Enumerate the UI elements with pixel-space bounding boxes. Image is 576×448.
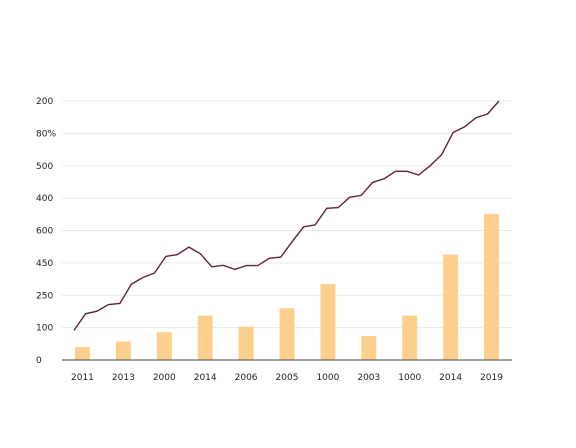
x-tick-label: 1000: [398, 373, 421, 383]
bar: [115, 341, 131, 360]
y-tick-label: 400: [36, 194, 53, 204]
bar: [238, 326, 254, 360]
x-axis-tick-labels: 2011 2013 2000 2014 2006 2005 1000 2003 1000 2014…: [71, 373, 503, 383]
bar-series: [74, 213, 500, 360]
y-tick-label: 450: [36, 259, 53, 269]
y-tick-label: 0: [36, 356, 42, 366]
y-tick-label: 200: [36, 97, 53, 107]
x-tick-label: 2011: [71, 373, 94, 383]
grid: [62, 100, 512, 329]
bar: [402, 315, 418, 360]
bar: [156, 332, 172, 360]
x-tick-label: 2014: [194, 373, 217, 383]
y-tick-label: 100: [36, 324, 53, 334]
bar: [320, 284, 336, 360]
y-tick-label: 250: [36, 291, 53, 301]
x-tick-label: 1000: [316, 373, 339, 383]
y-axis-tick-labels: 0 100 250 450 600 400 500 80% 200: [36, 97, 56, 366]
bar: [74, 347, 90, 360]
y-tick-label: 500: [36, 162, 53, 172]
x-tick-label: 2005: [276, 373, 299, 383]
bar: [197, 315, 213, 360]
x-tick-label: 2013: [112, 373, 135, 383]
y-tick-label: 80%: [36, 129, 56, 139]
x-tick-label: 2006: [235, 373, 258, 383]
bar: [443, 254, 459, 360]
bar: [484, 213, 500, 360]
x-tick-label: 2019: [480, 373, 503, 383]
y-tick-label: 600: [36, 227, 53, 237]
bar: [361, 335, 377, 360]
x-tick-label: 2000: [153, 373, 176, 383]
x-tick-label: 2014: [439, 373, 462, 383]
bar: [279, 308, 295, 360]
line-series: [73, 100, 500, 331]
x-tick-label: 2003: [357, 373, 380, 383]
